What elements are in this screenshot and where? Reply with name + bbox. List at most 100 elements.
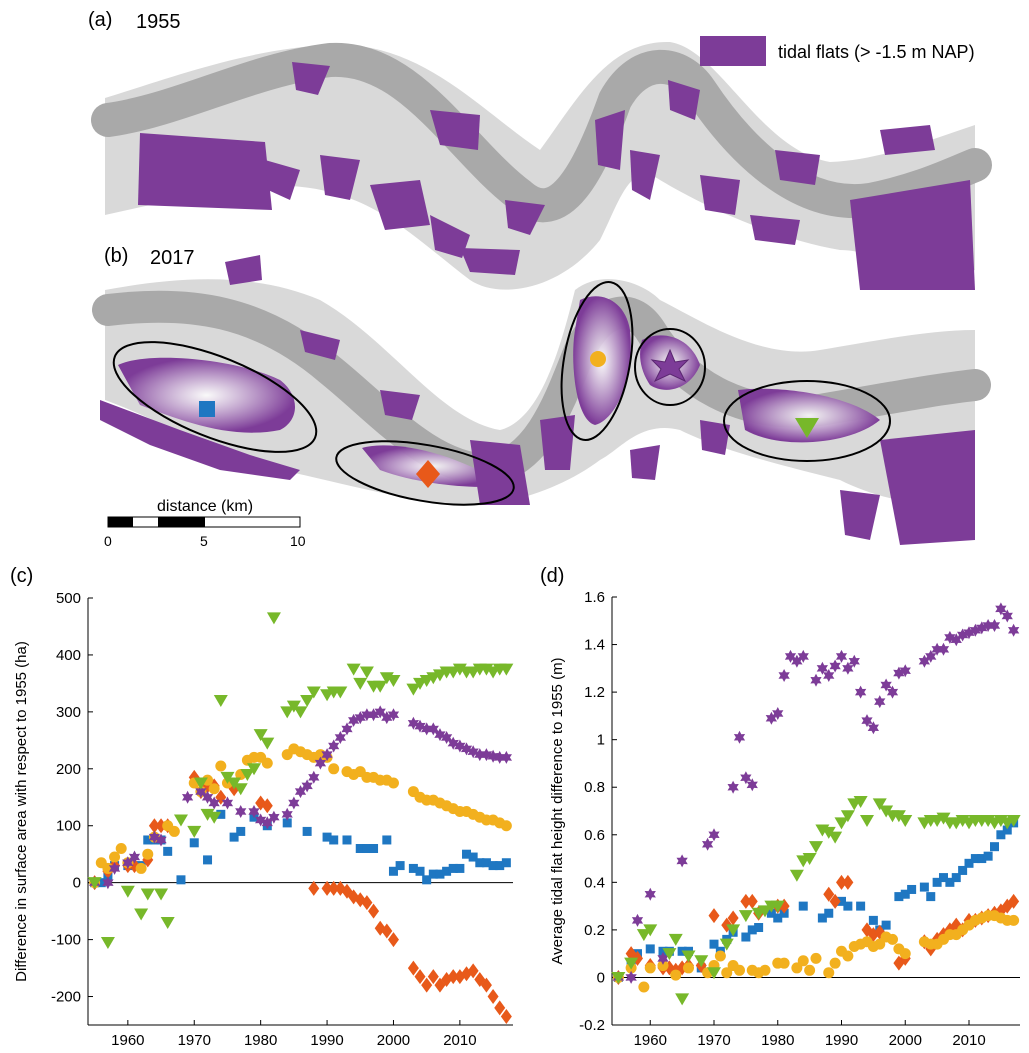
data-point-square bbox=[964, 858, 974, 868]
data-point-square bbox=[322, 832, 332, 842]
data-point-diamond bbox=[823, 886, 835, 902]
data-point-star bbox=[886, 685, 899, 699]
data-point-triangle-down bbox=[726, 924, 741, 937]
data-point-star bbox=[925, 649, 937, 663]
x-tick-label: 1980 bbox=[244, 1032, 277, 1049]
data-point-star bbox=[740, 771, 752, 785]
data-point-square bbox=[475, 858, 485, 868]
data-point-square bbox=[229, 832, 239, 842]
data-point-diamond bbox=[414, 969, 426, 985]
data-point-triangle-down bbox=[187, 825, 202, 838]
x-tick-label: 2000 bbox=[889, 1032, 922, 1049]
data-point-star bbox=[784, 649, 797, 663]
data-point-triangle-down bbox=[872, 798, 887, 811]
data-point-star bbox=[727, 780, 739, 794]
x-tick-label: 2010 bbox=[952, 1032, 985, 1049]
data-point-star bbox=[810, 673, 822, 687]
data-point-circle bbox=[734, 964, 745, 976]
data-point-star bbox=[221, 796, 234, 810]
data-point-star bbox=[487, 749, 499, 763]
data-point-star bbox=[367, 708, 380, 722]
data-point-star bbox=[957, 628, 969, 642]
data-point-circle bbox=[638, 981, 650, 993]
data-point-star bbox=[855, 685, 867, 699]
data-point-star bbox=[861, 714, 873, 728]
data-point-square bbox=[868, 915, 878, 925]
data-point-triangle-down bbox=[134, 908, 149, 921]
data-point-square bbox=[996, 830, 1006, 840]
data-point-triangle-down bbox=[809, 841, 823, 854]
y-tick-label: -200 bbox=[51, 989, 81, 1006]
data-point-star bbox=[387, 708, 400, 722]
data-point-diamond bbox=[407, 960, 419, 976]
data-point-square bbox=[282, 818, 292, 828]
panel-b-year: 2017 bbox=[150, 247, 195, 269]
data-point-triangle-down bbox=[840, 810, 855, 823]
data-point-star bbox=[361, 708, 373, 722]
data-point-circle bbox=[208, 783, 220, 795]
data-point-triangle-down bbox=[207, 811, 222, 824]
data-point-star bbox=[480, 748, 493, 762]
data-point-star bbox=[772, 707, 784, 720]
data-point-triangle-down bbox=[233, 783, 248, 796]
data-point-star bbox=[195, 785, 207, 799]
panel-a-label: (a) bbox=[88, 9, 112, 31]
data-point-circle bbox=[657, 960, 669, 972]
data-point-diamond bbox=[487, 989, 499, 1005]
data-point-star bbox=[454, 739, 466, 753]
data-point-star bbox=[1001, 609, 1013, 623]
data-point-triangle-down bbox=[636, 929, 651, 942]
series-triangle-down bbox=[611, 795, 1021, 1006]
data-point-star bbox=[102, 876, 114, 890]
data-point-triangle-down bbox=[675, 993, 690, 1006]
data-point-circle bbox=[714, 950, 726, 962]
data-point-star bbox=[341, 722, 353, 736]
ellipse-blue-region bbox=[112, 341, 318, 453]
data-point-diamond bbox=[740, 893, 752, 909]
data-point-square bbox=[926, 892, 936, 902]
data-point-square bbox=[143, 835, 153, 845]
data-point-star bbox=[301, 779, 313, 793]
y-axis-label: Difference in surface area with respect … bbox=[13, 641, 30, 982]
data-point-circle bbox=[215, 760, 227, 772]
data-point-square bbox=[939, 873, 948, 883]
data-point-star bbox=[625, 970, 637, 984]
data-point-star bbox=[447, 736, 459, 750]
data-point-diamond bbox=[427, 969, 439, 985]
y-tick-label: 0 bbox=[73, 875, 81, 892]
map-2017: (b) 2017 bbox=[92, 245, 991, 549]
data-point-triangle-down bbox=[193, 777, 208, 790]
data-point-star bbox=[842, 661, 854, 675]
y-tick-label: 200 bbox=[56, 761, 81, 778]
data-point-star bbox=[494, 750, 506, 764]
data-point-square bbox=[817, 913, 827, 923]
data-point-star bbox=[255, 813, 267, 827]
data-point-square bbox=[1002, 825, 1012, 835]
data-point-square bbox=[96, 878, 106, 888]
x-tick-label: 2000 bbox=[377, 1032, 410, 1049]
data-point-star bbox=[835, 649, 848, 663]
data-point-star bbox=[434, 728, 446, 742]
data-point-diamond bbox=[836, 874, 847, 890]
data-point-star bbox=[702, 837, 714, 851]
data-point-diamond bbox=[494, 1000, 506, 1016]
data-point-square bbox=[435, 869, 445, 879]
data-point-square bbox=[163, 846, 173, 856]
data-point-triangle-down bbox=[499, 663, 514, 676]
region-markers bbox=[199, 348, 819, 488]
data-point-circle bbox=[1008, 914, 1020, 926]
x-tick-label: 2010 bbox=[443, 1032, 476, 1049]
data-point-triangle-down bbox=[173, 814, 188, 827]
data-point-star bbox=[848, 654, 860, 668]
tidal-flats-1955 bbox=[138, 62, 975, 290]
y-tick-label: 1.2 bbox=[584, 684, 605, 701]
chart-surface-area: -200 -100 0 100 200 300 400 500 1960 1970 1980 1990… bbox=[13, 590, 514, 1049]
data-point-triangle-down bbox=[87, 877, 102, 890]
data-point-square bbox=[369, 844, 379, 854]
data-point-triangle-down bbox=[359, 666, 374, 679]
data-point-star bbox=[208, 796, 220, 810]
data-point-star bbox=[918, 654, 930, 668]
data-point-star bbox=[931, 642, 943, 656]
data-point-square bbox=[894, 892, 904, 902]
data-point-square bbox=[415, 866, 425, 876]
